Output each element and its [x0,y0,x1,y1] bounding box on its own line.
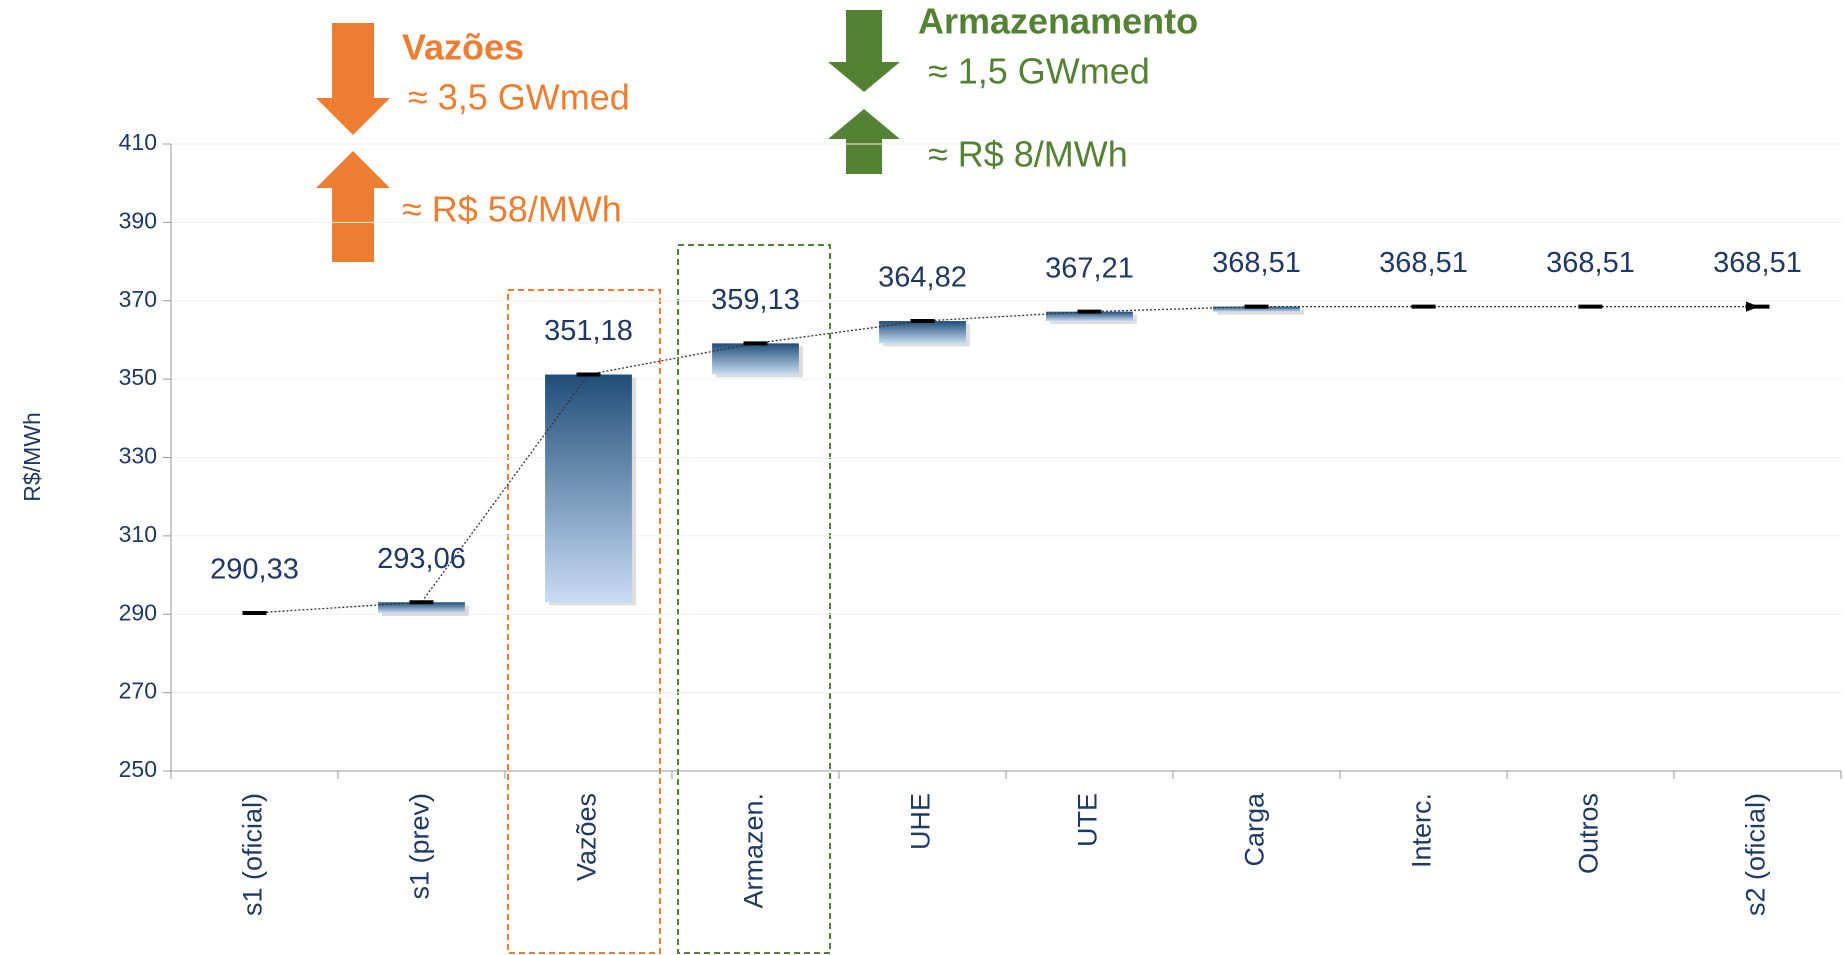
data-label: 351,18 [544,315,633,347]
data-label: 368,51 [1713,247,1802,279]
up-arrow [828,109,900,174]
data-label: 359,13 [711,284,800,316]
x-tick-label: UHE [906,793,936,850]
bar [712,343,799,375]
y-tick-label: 410 [119,129,157,155]
data-label: 368,51 [1379,247,1468,279]
annotation: ≈ R$ 58/MWh [402,189,622,230]
annotation: Armazenamento [918,1,1198,42]
y-tick-label: 310 [119,521,157,547]
bar [545,374,632,603]
annotation: Vazões [402,27,524,68]
bar [378,602,465,613]
y-tick-label: 390 [119,207,157,233]
x-tick-label: UTE [1073,793,1103,847]
x-tick-label: Interc. [1407,793,1437,868]
data-label: 368,51 [1546,247,1635,279]
y-tick-label: 270 [119,678,157,704]
y-tick-label: 290 [119,599,157,625]
y-axis-label: R$/MWh [19,412,45,501]
connector-line [254,301,1759,614]
highlight-box [677,244,831,954]
data-label: 367,21 [1045,252,1134,284]
y-tick-label: 250 [119,756,157,782]
bar [1217,309,1304,315]
down-arrow [316,23,390,135]
x-tick-label: s1 (prev) [405,793,435,900]
annotation: ≈ R$ 8/MWh [928,134,1128,175]
annotation: ≈ 1,5 GWmed [928,51,1150,92]
x-tick-label: s2 (oficial) [1741,793,1771,916]
x-tick-label: Vazões [572,793,602,881]
data-label: 368,51 [1212,247,1301,279]
x-tick-label: Carga [1240,792,1270,867]
data-label: 364,82 [878,262,967,294]
y-tick-label: 370 [119,286,157,312]
data-label: 290,33 [210,554,299,586]
bar [1213,306,1300,312]
x-tick-label: Armazen. [739,793,769,909]
highlight-box [507,289,661,954]
up-arrow [316,151,390,262]
y-tick-label: 350 [119,364,157,390]
annotation: ≈ 3,5 GWmed [408,77,630,118]
bar [879,321,966,344]
data-label: 293,06 [377,543,466,575]
x-tick-label: s1 (oficial) [238,793,268,916]
down-arrow [828,10,900,92]
x-tick-label: Outros [1574,793,1604,874]
y-tick-label: 330 [119,443,157,469]
bar [1046,311,1133,322]
